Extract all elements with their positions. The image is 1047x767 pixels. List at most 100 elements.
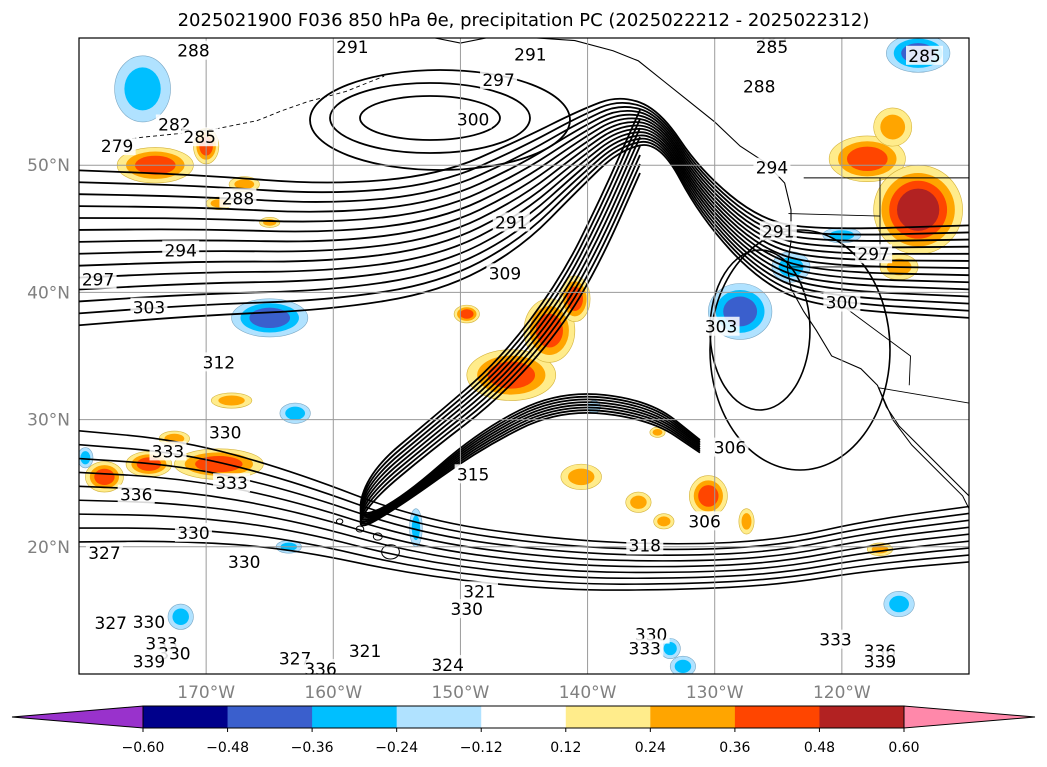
precip-fill [80, 451, 91, 465]
chart-title: 2025021900 F036 850 hPa θe, precipitatio… [177, 10, 870, 31]
contour-label-bg [174, 40, 212, 60]
theta-e-contour [79, 121, 969, 269]
contour-label-bg [174, 522, 212, 542]
precip-patch [85, 461, 124, 493]
state-border [787, 216, 881, 268]
latitude-tick-label: 30°N [27, 411, 70, 431]
contour-label-bg [861, 651, 899, 671]
colorbar-segment [650, 706, 736, 728]
axis-tick-labels: 170°W 160°W 150°W 140°W 130°W 120°W 50°N 40°N 30… [27, 156, 871, 703]
contour-label-bg [461, 581, 498, 601]
contour-label: 285 [756, 38, 788, 58]
precip-patch [279, 402, 311, 424]
contour-label: 288 [743, 77, 775, 97]
hawaii-island [335, 518, 344, 525]
hawaii-island [355, 525, 365, 533]
theta-e-contour [79, 540, 969, 591]
contour-label: 294 [756, 159, 788, 179]
longitude-tick-label: 150°W [432, 683, 490, 703]
precip-patch [669, 655, 696, 674]
colorbar-tick-label: 0.60 [888, 740, 919, 756]
contour-label-bg [906, 45, 943, 65]
precip-patch [688, 475, 728, 517]
precip-fill [880, 114, 906, 140]
contour-label-bg [511, 44, 549, 64]
precip-patch [625, 491, 652, 513]
contour-label: 300 [826, 294, 858, 314]
latitude-tick-label: 20°N [27, 538, 70, 558]
precip-patch [210, 392, 253, 409]
theta-e-contour [79, 131, 969, 291]
colorbar-tick-label: −0.24 [375, 740, 418, 756]
hawaii-island [381, 544, 400, 560]
precip-fill [460, 309, 474, 319]
contour-label-bg [181, 127, 219, 147]
contour-label: 333 [215, 474, 247, 494]
contour-label: 333 [819, 631, 851, 651]
contour-label: 327 [88, 544, 120, 564]
theta-e-contour [79, 134, 969, 298]
contour-label-bg [711, 437, 749, 457]
contour-label-bg [448, 599, 486, 619]
contour-label-bg [130, 297, 168, 317]
contour-label-bg [823, 292, 861, 312]
colorbar-segment [819, 706, 905, 728]
theta-e-closed-contour [359, 95, 501, 141]
contour-label-bg [213, 473, 251, 493]
contour-label: 333 [152, 442, 184, 462]
colorbar-segment [565, 706, 651, 728]
precip-patch [828, 135, 906, 183]
latitude-tick-label: 40°N [27, 283, 70, 303]
theta-e-contour [79, 485, 969, 568]
colorbar-tick-label: −0.12 [460, 740, 503, 756]
precip-fill [249, 307, 291, 329]
precip-patch [259, 217, 281, 228]
contour-label: 330 [451, 600, 483, 620]
contour-label: 321 [463, 582, 495, 602]
contour-label: 321 [349, 642, 381, 662]
contour-label: 330 [209, 423, 241, 443]
theta-e-contour [359, 109, 701, 514]
theta-e-contour [79, 127, 969, 284]
precip-fill [94, 468, 115, 485]
precip-patch [560, 463, 602, 490]
contour-label-bg [753, 38, 791, 56]
theta-e-closed-contour [329, 82, 531, 154]
contour-label-bg [85, 543, 123, 563]
contour-label: 291 [336, 38, 368, 58]
theta-e-contour [79, 117, 969, 262]
contour-label: 309 [489, 264, 521, 284]
contour-label-bg [759, 221, 797, 241]
colorbar-tick-label: −0.60 [122, 740, 165, 756]
theta-e-contour [79, 113, 969, 255]
contour-label: 327 [95, 614, 127, 634]
contour-label: 294 [164, 241, 196, 261]
theta-e-closed-contour [709, 229, 891, 471]
precip-fill [218, 395, 245, 406]
precip-patch [79, 447, 94, 469]
theta-e-contour [79, 457, 969, 556]
theta-e-contour [79, 430, 969, 545]
theta-e-contour [359, 172, 701, 527]
contour-label: 324 [431, 656, 463, 676]
contour-label: 291 [495, 213, 527, 233]
contour-label-bg [130, 651, 168, 671]
precip-patch [883, 591, 915, 618]
colorbar-tick-label: 0.12 [550, 740, 581, 756]
latitude-tick-label: 50°N [27, 156, 70, 176]
colorbar-segment [481, 706, 567, 728]
contour-label: 336 [304, 660, 336, 680]
theta-e-contours [79, 69, 969, 591]
contour-label: 330 [177, 524, 209, 544]
colorbar-frame [142, 705, 905, 729]
longitude-tick-label: 120°W [813, 683, 871, 703]
contour-label-bg [225, 552, 263, 572]
contour-label: 330 [228, 553, 260, 573]
colorbar-segment [396, 706, 482, 728]
contour-label-bg [817, 629, 854, 649]
theta-e-contour [79, 144, 969, 327]
contour-label: 312 [203, 353, 235, 373]
colorbar-extend-max [903, 705, 1036, 729]
precip-patch [649, 426, 666, 438]
